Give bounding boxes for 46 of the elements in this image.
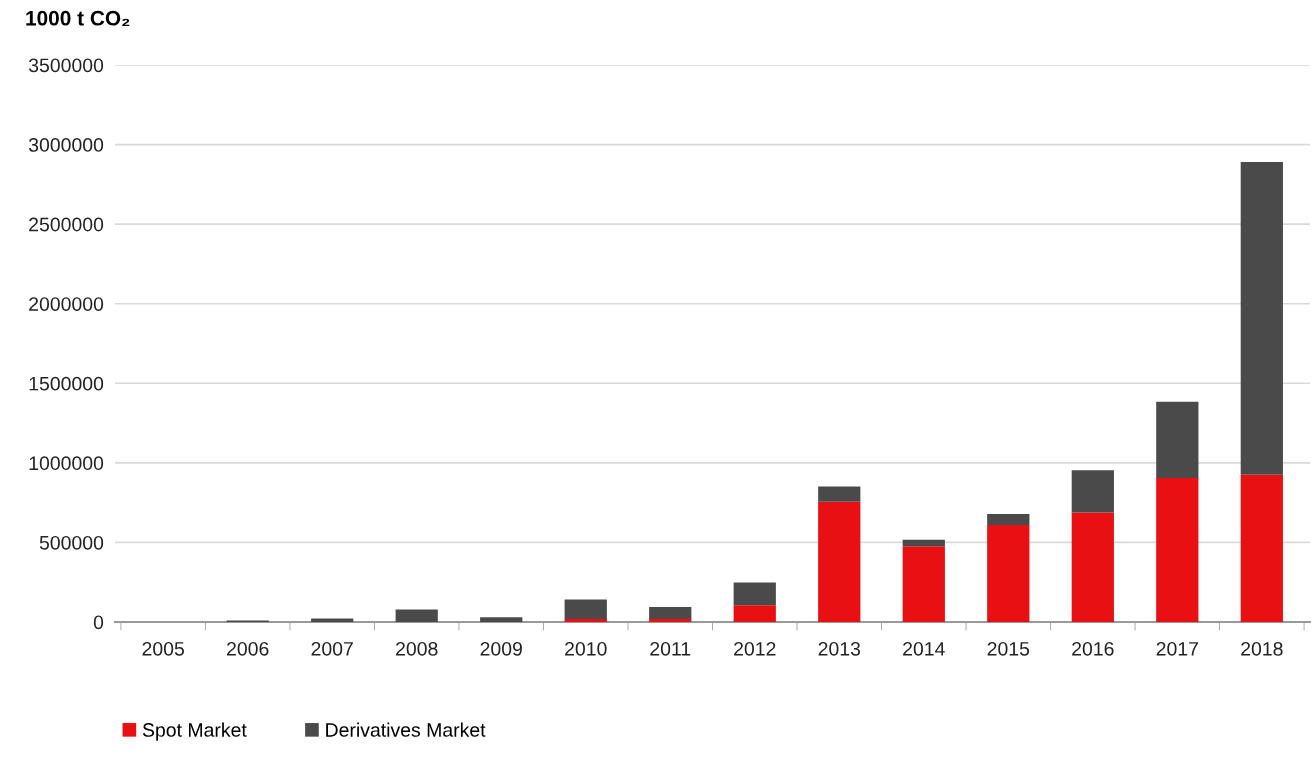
x-tick-label: 2005 [142,641,184,656]
bar [1156,401,1199,478]
x-tick-label: 2012 [734,641,776,656]
x-tick-label: 2010 [565,641,607,656]
y-tick-label: 1000000 [29,456,104,471]
y-tick-label: 500000 [39,535,104,550]
bar [987,513,1030,526]
x-tick-label: 2006 [227,641,269,656]
y-tick-label: 3500000 [28,58,104,73]
bar [987,525,1030,622]
bar [564,599,607,619]
bar [480,617,523,622]
bar [1240,162,1283,475]
bar [1071,512,1114,622]
bar [818,486,861,502]
x-tick-label: 2016 [1072,641,1114,656]
legend-label: Derivatives Market [326,722,486,737]
y-tick-label: 3000000 [28,138,104,152]
bar [902,546,945,622]
bar [649,618,692,622]
y-tick-label: 0 [93,615,104,630]
x-tick-label: 2007 [311,641,353,656]
y-axis-title: 1000 t CO₂ [26,10,130,27]
bar [1240,474,1283,622]
bar [1071,470,1114,513]
legend-label: Spot Market [142,722,247,741]
bar [818,501,861,622]
x-tick-label: 2014 [903,641,945,656]
bar [649,606,692,619]
bar [311,618,354,622]
x-tick-label: 2008 [396,641,438,656]
bar [1156,477,1199,622]
x-tick-label: 2011 [650,641,691,656]
x-tick-label: 2015 [987,641,1030,656]
y-tick-label: 1500000 [29,376,104,391]
x-tick-label: 2013 [818,641,861,656]
y-tick-label: 2000000 [29,297,104,311]
x-tick-label: 2017 [1156,641,1198,656]
bar [733,582,776,606]
y-tick-label: 2500000 [29,217,104,232]
x-tick-label: 2018 [1241,641,1283,656]
bar [733,605,776,622]
bar [564,618,607,622]
x-tick-label: 2009 [480,641,522,656]
bar [902,539,945,547]
bar [395,609,438,622]
